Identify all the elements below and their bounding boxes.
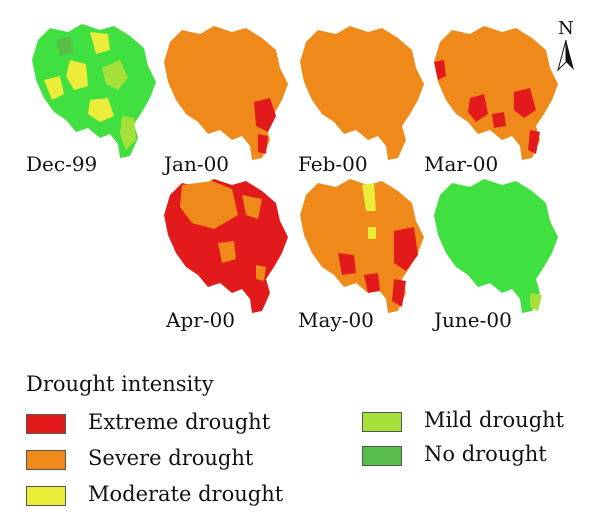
map-may-00	[300, 179, 424, 313]
north-arrow: N	[556, 18, 576, 72]
map-feb-00	[300, 26, 424, 160]
map-label-jan-00: Jan-00	[164, 152, 230, 176]
legend-swatch-mild	[362, 412, 402, 432]
map-apr-00	[164, 179, 288, 313]
legend-swatch-extreme	[26, 414, 66, 434]
drought-maps-panel	[32, 24, 558, 313]
map-label-june-00: June-00	[434, 308, 512, 332]
map-jan-00	[164, 26, 288, 160]
legend-label-mild: Mild drought	[424, 408, 565, 432]
map-june-00	[434, 179, 558, 313]
legend-swatch-severe	[26, 450, 66, 470]
north-label: N	[558, 18, 574, 39]
map-label-feb-00: Feb-00	[298, 152, 368, 176]
legend-label-none: No drought	[424, 442, 547, 466]
map-mar-00	[434, 26, 558, 160]
map-label-dec-99: Dec-99	[26, 152, 98, 176]
map-label-mar-00: Mar-00	[424, 152, 499, 176]
legend-label-moderate: Moderate drought	[88, 482, 284, 506]
legend-swatch-none	[362, 446, 402, 466]
map-label-may-00: May-00	[298, 308, 374, 332]
legend-swatch-moderate	[26, 486, 66, 506]
legend-title: Drought intensity	[26, 372, 214, 396]
map-label-apr-00: Apr-00	[166, 308, 236, 332]
legend-label-extreme: Extreme drought	[88, 410, 271, 434]
legend-label-severe: Severe drought	[88, 446, 254, 470]
map-dec-99	[32, 24, 156, 158]
north-arrow-icon	[557, 40, 574, 72]
